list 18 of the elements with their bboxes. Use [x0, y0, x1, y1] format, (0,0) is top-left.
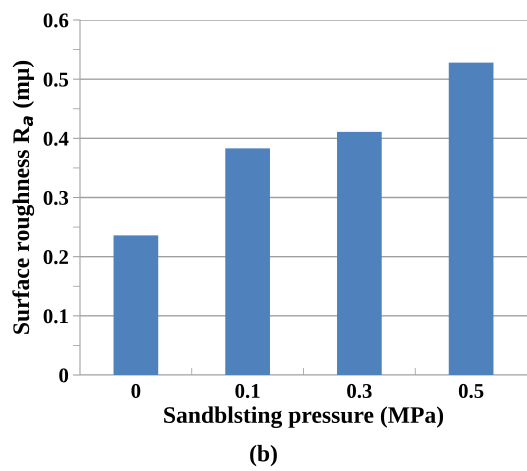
text: (b): [250, 444, 277, 466]
x-tick-label: 0.1: [235, 384, 260, 398]
y-axis-title: Surface roughness R$_{a}$ (mμ): [12, 60, 34, 334]
y-tick-label: 0.5: [44, 72, 68, 87]
y-tick-label: 0.1: [44, 309, 68, 324]
y-tick-label: 0.4: [44, 132, 68, 146]
y-tick-label: 0.3: [44, 190, 68, 206]
bar: [448, 62, 494, 375]
x-tick-label: 0: [131, 384, 140, 398]
x-tick-label: 0.5: [458, 384, 484, 398]
x-axis-title: Sandblsting pressure (MPa): [164, 406, 444, 428]
y-tick-label: 0: [59, 368, 68, 382]
bar: [337, 132, 382, 375]
x-tick-label: 0.3: [347, 384, 372, 398]
y-tick-label: 0.6: [44, 13, 68, 28]
y-tick-label: 0.2: [44, 250, 68, 264]
bar: [225, 148, 270, 375]
bar: [114, 235, 158, 375]
